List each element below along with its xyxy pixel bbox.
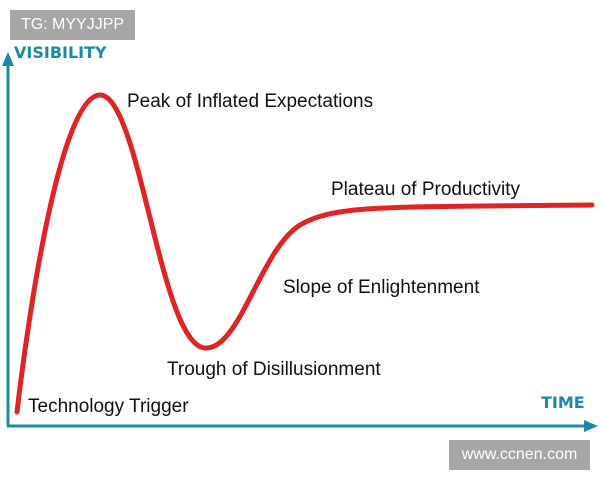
y-axis-arrow-icon bbox=[2, 52, 14, 66]
x-axis-label: TIME bbox=[541, 393, 585, 412]
phase-label-slope: Slope of Enlightenment bbox=[283, 277, 480, 298]
phase-label-technology-trigger: Technology Trigger bbox=[28, 396, 189, 417]
phase-label-plateau: Plateau of Productivity bbox=[331, 179, 521, 200]
watermark-top: TG: MYYJJPP bbox=[10, 10, 135, 40]
x-axis-arrow-icon bbox=[584, 420, 598, 432]
hype-curve bbox=[14, 92, 595, 415]
watermark-bottom: www.ccnen.com bbox=[449, 440, 590, 470]
phase-label-trough: Trough of Disillusionment bbox=[167, 359, 381, 380]
phase-label-peak: Peak of Inflated Expectations bbox=[127, 91, 373, 112]
y-axis-label: VISIBILITY bbox=[14, 43, 107, 62]
